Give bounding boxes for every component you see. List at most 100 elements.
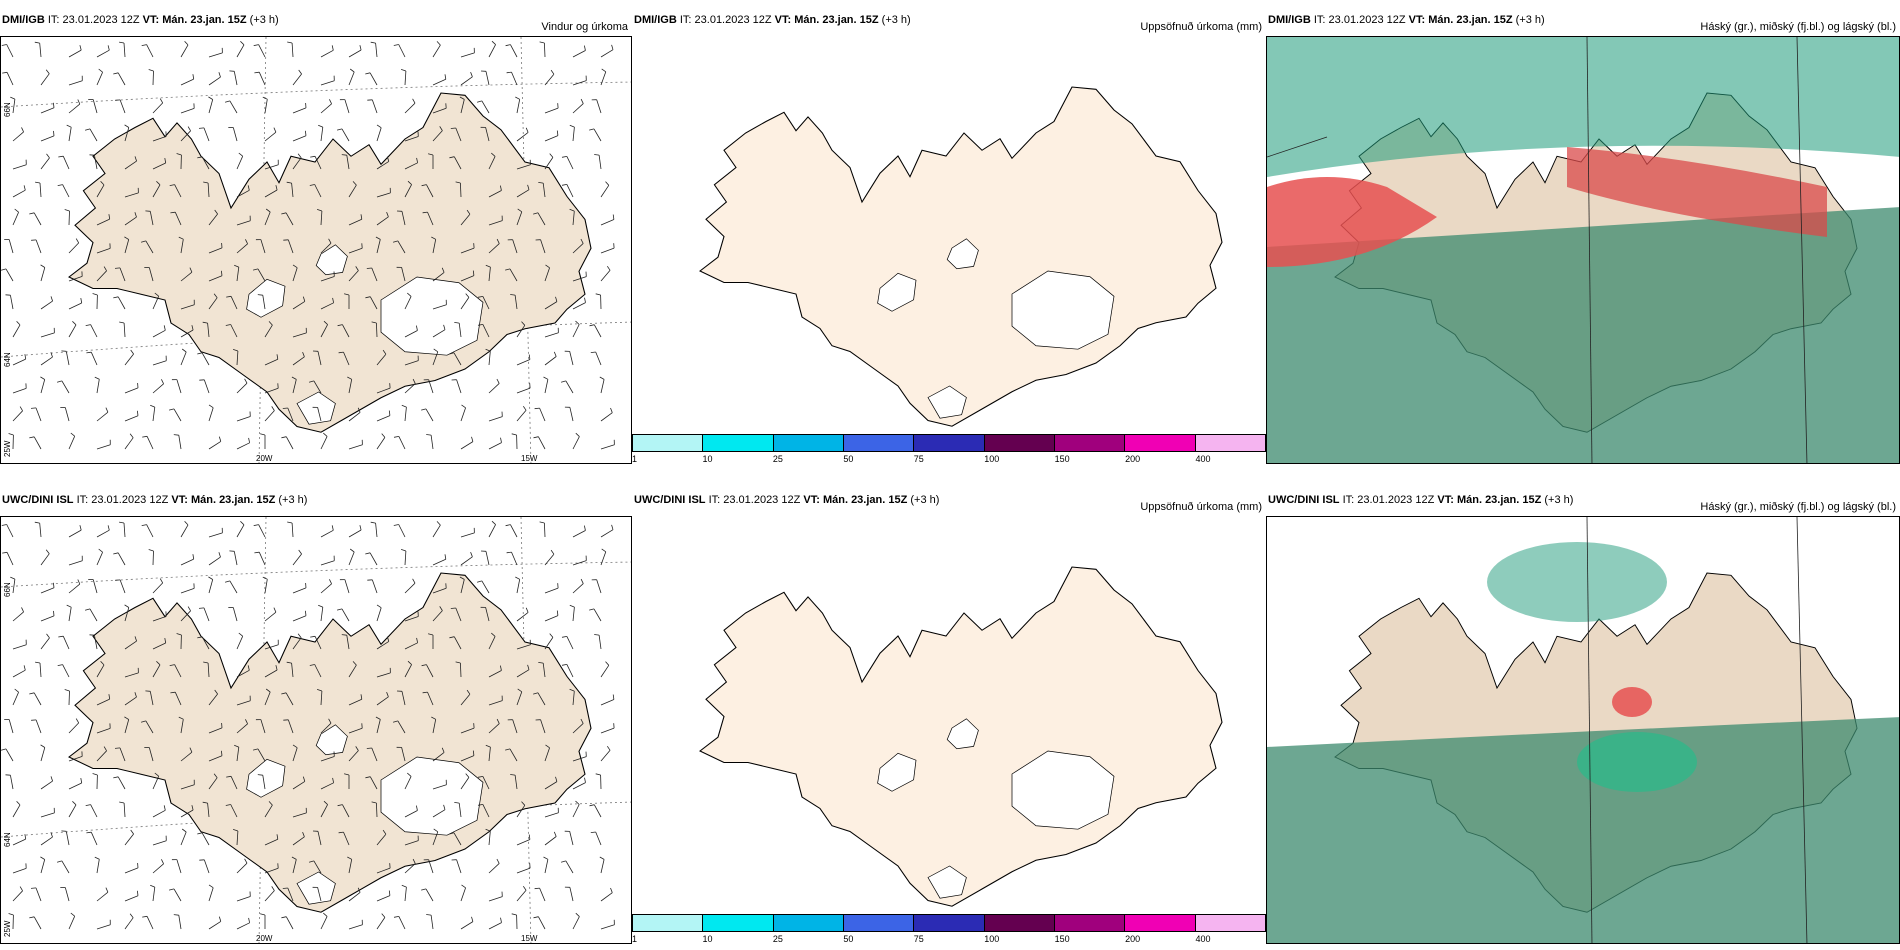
wind-barb xyxy=(401,691,406,706)
wind-barb-feather xyxy=(184,521,189,526)
wind-barb-feather xyxy=(286,661,292,664)
wind-barb xyxy=(264,691,271,706)
wind-barb xyxy=(40,859,46,874)
wind-barb-feather xyxy=(599,856,605,860)
wind-barb xyxy=(320,607,324,622)
wind-barb xyxy=(314,636,322,650)
wind-barb-feather xyxy=(359,525,362,531)
wind-barb-feather xyxy=(545,264,550,269)
wind-barb xyxy=(593,804,602,818)
wind-barb-feather xyxy=(500,917,502,923)
wind-barb-feather xyxy=(491,520,496,525)
wind-barb xyxy=(230,324,238,338)
wind-barb-feather xyxy=(594,634,600,636)
wind-barb-feather xyxy=(29,916,35,919)
colorbar-label: 400 xyxy=(1195,454,1211,464)
wind-barb xyxy=(229,100,238,114)
wind-barb-feather xyxy=(308,380,315,383)
wind-barb xyxy=(348,924,363,930)
wind-barb-feather xyxy=(302,831,305,837)
wind-barb-feather xyxy=(119,41,125,44)
wind-barb xyxy=(572,804,580,818)
wind-barb-feather xyxy=(590,831,596,833)
wind-barb xyxy=(537,212,546,226)
wind-barb-feather xyxy=(129,433,134,438)
wind-barb xyxy=(544,267,550,282)
wind-barb-feather xyxy=(225,324,231,326)
wind-barb xyxy=(516,867,531,874)
wind-barb-feather xyxy=(569,688,575,692)
wind-barb-feather xyxy=(8,433,14,436)
wind-barb-feather xyxy=(218,552,221,558)
wind-barb-feather xyxy=(360,214,363,220)
wind-barb-feather xyxy=(291,376,297,380)
wind-barb-feather xyxy=(471,916,474,922)
wind-barb-feather xyxy=(40,376,45,380)
it-value: 23.01.2023 12Z xyxy=(1357,494,1435,506)
colorbar-swatch xyxy=(1125,915,1196,931)
wind-barb xyxy=(398,44,406,58)
wind-barb xyxy=(233,71,238,86)
wind-barb-feather xyxy=(30,407,37,409)
wind-barb xyxy=(488,670,502,678)
wind-barb-feather xyxy=(208,576,213,580)
wind-barb-feather xyxy=(569,604,575,608)
wind-barb xyxy=(540,719,546,734)
wind-barb-feather xyxy=(169,664,175,666)
wind-barb-feather xyxy=(441,267,445,273)
wind-barb-feather xyxy=(561,184,567,186)
wind-barb xyxy=(572,756,587,762)
model-name: UWC/DINI ISL xyxy=(1268,494,1340,506)
wind-barb xyxy=(124,917,134,930)
wind-barb xyxy=(482,776,490,790)
wind-barb xyxy=(201,156,210,170)
wind-barb xyxy=(201,832,210,846)
wind-barb-feather xyxy=(352,661,357,666)
wind-barb xyxy=(404,136,419,142)
wind-barb-feather xyxy=(163,805,166,811)
wind-barb xyxy=(40,747,46,762)
wind-barb-feather xyxy=(10,96,16,100)
wind-barb xyxy=(565,380,574,394)
model-name: UWC/DINI ISL xyxy=(634,494,706,506)
wind-barb-feather xyxy=(310,155,316,158)
wind-barb xyxy=(203,607,210,622)
precip-map-svg xyxy=(699,566,1223,907)
wind-barb-feather xyxy=(287,521,293,524)
wind-barb-feather xyxy=(515,576,520,580)
wind-barb xyxy=(33,436,42,450)
wind-barb xyxy=(460,407,466,422)
wind-barb-feather xyxy=(134,212,137,218)
wind-barb xyxy=(426,184,434,198)
colorbar-label: 10 xyxy=(702,454,713,464)
wind-barb xyxy=(371,747,378,762)
wind-barb-feather xyxy=(539,41,545,44)
wind-barb-feather xyxy=(521,801,526,806)
wind-barb-feather xyxy=(449,636,455,639)
wind-barb-feather xyxy=(357,887,361,893)
wind-barb xyxy=(488,220,503,226)
wind-barb-feather xyxy=(142,915,148,918)
wind-barb xyxy=(264,164,279,170)
wind-barb xyxy=(89,608,98,622)
wind-barb xyxy=(180,44,189,58)
wind-barb xyxy=(208,441,222,450)
wind-barb xyxy=(428,379,434,394)
wind-barb-feather xyxy=(124,124,130,128)
wind-barb-feather xyxy=(129,913,134,918)
wind-barb xyxy=(68,583,81,594)
wind-barb-feather xyxy=(64,689,70,692)
wind-barb-feather xyxy=(511,433,517,436)
wind-barb xyxy=(152,840,167,846)
wind-barb-feather xyxy=(245,239,248,244)
wind-barb xyxy=(232,127,238,142)
wind-barb-feather xyxy=(421,664,427,667)
wind-barb xyxy=(481,580,490,594)
wind-barb xyxy=(432,610,443,622)
wind-barb-feather xyxy=(472,750,475,756)
wind-barb xyxy=(5,268,14,282)
wind-barb xyxy=(208,887,214,902)
wind-barb xyxy=(96,184,105,198)
wind-barb-feather xyxy=(40,744,46,748)
wind-barb xyxy=(96,444,111,450)
